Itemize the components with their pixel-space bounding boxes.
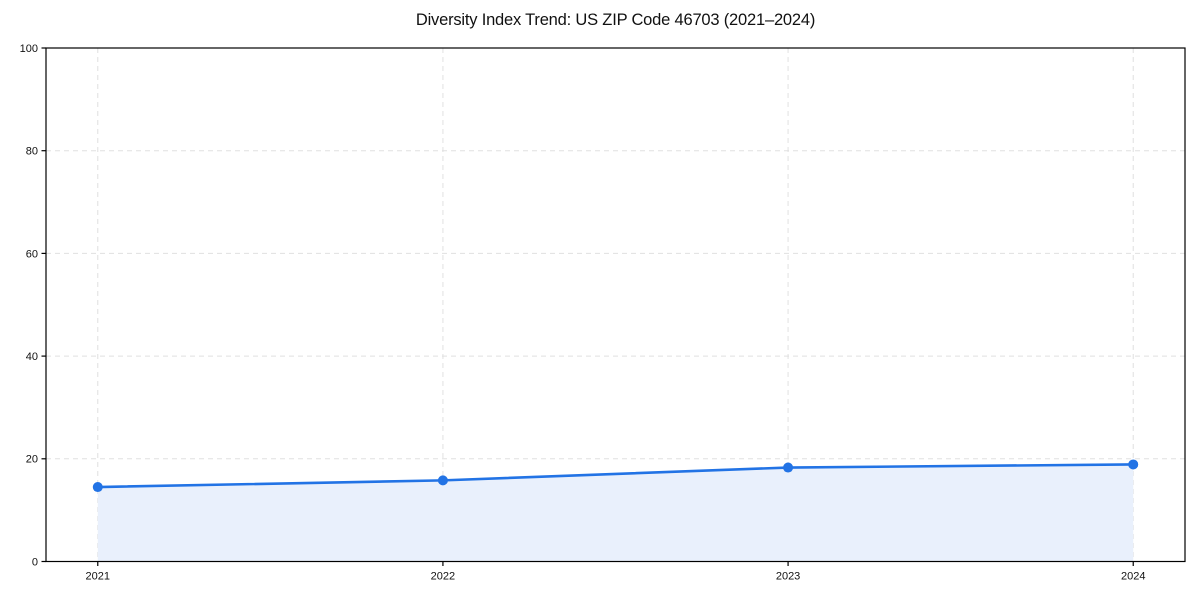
y-tick-label: 60 (26, 248, 38, 260)
data-point (437, 475, 448, 486)
y-tick-label: 100 (20, 43, 38, 55)
y-tick-label: 80 (26, 146, 38, 158)
x-tick-label: 2021 (86, 571, 110, 583)
x-tick-label: 2022 (431, 571, 455, 583)
y-tick-label: 20 (26, 454, 38, 466)
data-point (1128, 459, 1139, 470)
y-tick-label: 40 (26, 351, 38, 363)
data-point (92, 482, 103, 493)
plot-border (45, 47, 1186, 563)
trend-line (96, 463, 1135, 489)
y-tick-label: 0 (32, 556, 38, 568)
x-tick-label: 2023 (776, 571, 800, 583)
data-point (783, 462, 794, 473)
x-tick-label: 2024 (1121, 571, 1145, 583)
chart-title: Diversity Index Trend: US ZIP Code 46703… (415, 11, 816, 29)
area-fill (97, 464, 1134, 562)
